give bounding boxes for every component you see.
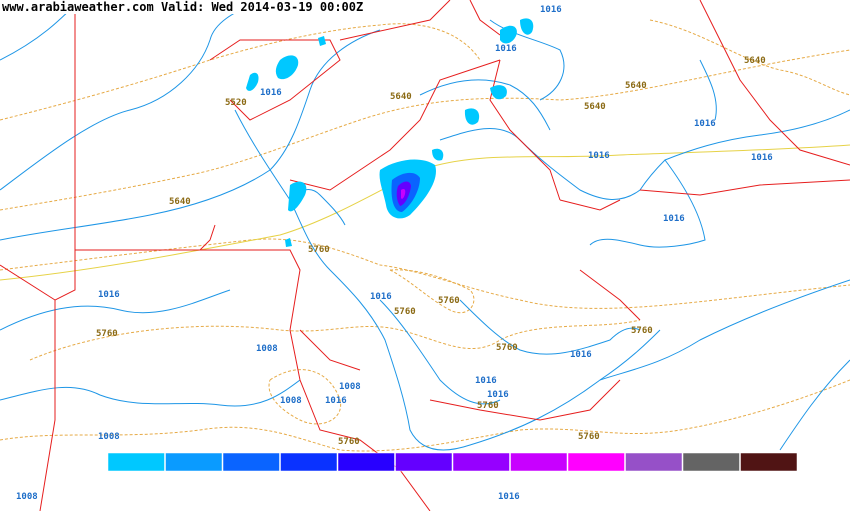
isobar-label: 1016 xyxy=(751,153,773,163)
header-title: www.arabiaweather.com Valid: Wed 2014-03… xyxy=(2,0,363,14)
isobar-label: 1016 xyxy=(325,396,347,406)
height-label: 5760 xyxy=(394,307,416,317)
legend-swatch xyxy=(165,452,223,472)
precip-legend xyxy=(107,452,798,472)
contour-labels: 1016 1016 1016 5520 5640 5640 5640 5640 … xyxy=(16,5,773,502)
isobar-label: 1016 xyxy=(98,290,120,300)
isobar-label: 1016 xyxy=(694,119,716,129)
height-label: 5760 xyxy=(477,401,499,411)
height-label: 5760 xyxy=(308,245,330,255)
legend-swatch xyxy=(280,452,338,472)
legend-swatch xyxy=(510,452,568,472)
height-label: 5760 xyxy=(338,437,360,447)
header-bg xyxy=(0,0,365,14)
isobar-label: 1016 xyxy=(370,292,392,302)
legend-swatch xyxy=(222,452,280,472)
isobar-label: 1008 xyxy=(280,396,302,406)
height-label: 5640 xyxy=(744,56,766,66)
height-label: 5760 xyxy=(578,432,600,442)
isobar-label: 1016 xyxy=(495,44,517,54)
height-label: 5760 xyxy=(631,326,653,336)
isobar-label: 1016 xyxy=(588,151,610,161)
isobar-label: 1016 xyxy=(663,214,685,224)
isobar-label: 1016 xyxy=(487,390,509,400)
legend-swatch xyxy=(740,452,798,472)
legend-swatch xyxy=(107,452,165,472)
isobar-label: 1016 xyxy=(475,376,497,386)
height-label: 5760 xyxy=(96,329,118,339)
isobar-label: 1008 xyxy=(98,432,120,442)
isobar-label: 1008 xyxy=(16,492,38,502)
legend-swatch xyxy=(567,452,625,472)
height-label: 5520 xyxy=(225,98,247,108)
height-contours xyxy=(0,19,850,452)
isobar-label: 1008 xyxy=(339,382,361,392)
height-label: 5640 xyxy=(169,197,191,207)
isobar-label: 1016 xyxy=(260,88,282,98)
legend-swatch xyxy=(452,452,510,472)
height-label: 5640 xyxy=(625,81,647,91)
legend-swatch xyxy=(395,452,453,472)
isobar-label: 1016 xyxy=(498,492,520,502)
legend-swatch xyxy=(337,452,395,472)
height-label: 5640 xyxy=(390,92,412,102)
isobar-label: 1016 xyxy=(570,350,592,360)
legend-swatch xyxy=(625,452,683,472)
isobar-label: 1008 xyxy=(256,344,278,354)
isobar-label: 1016 xyxy=(540,5,562,15)
height-label: 5760 xyxy=(496,343,518,353)
precipitation xyxy=(246,18,534,247)
height-label: 5640 xyxy=(584,102,606,112)
legend-swatch xyxy=(682,452,740,472)
height-label: 5760 xyxy=(438,296,460,306)
